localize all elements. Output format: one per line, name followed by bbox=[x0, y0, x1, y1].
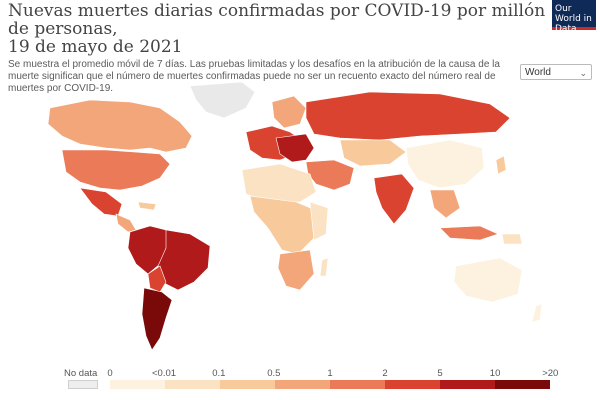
country-japan[interactable] bbox=[495, 155, 507, 175]
world-map[interactable] bbox=[10, 78, 580, 360]
legend-tick-label: 0.1 bbox=[212, 368, 226, 379]
legend-tick-label: >20 bbox=[542, 368, 559, 379]
legend-tick-label: <0.01 bbox=[152, 368, 177, 379]
country-madagascar[interactable] bbox=[319, 257, 329, 277]
region-southeast-asia[interactable] bbox=[429, 189, 461, 219]
region-east-africa[interactable] bbox=[309, 201, 329, 241]
region-indonesia[interactable] bbox=[439, 225, 499, 241]
country-papua-new-guinea[interactable] bbox=[501, 233, 523, 245]
country-canada[interactable] bbox=[47, 99, 193, 153]
region-southern-africa[interactable] bbox=[277, 249, 315, 291]
region-central-america[interactable] bbox=[115, 213, 137, 233]
region-north-africa[interactable] bbox=[241, 163, 317, 203]
country-new-zealand[interactable] bbox=[531, 303, 543, 323]
legend-nodata-swatch bbox=[68, 380, 98, 389]
country-russia[interactable] bbox=[305, 91, 511, 141]
legend-swatch bbox=[385, 380, 440, 389]
legend-tick-label: 2 bbox=[382, 368, 388, 379]
legend-tick-label: 0.5 bbox=[267, 368, 281, 379]
country-india[interactable] bbox=[373, 173, 415, 225]
owid-logo[interactable]: Our World in Data bbox=[552, 0, 596, 34]
legend-swatch bbox=[330, 380, 385, 389]
region-central-asia[interactable] bbox=[339, 139, 407, 167]
country-china[interactable] bbox=[405, 139, 485, 189]
chart-title-text: Nuevas muertes diarias confirmadas por C… bbox=[8, 1, 546, 39]
region-selector-value: World bbox=[525, 67, 551, 78]
region-southern-cone[interactable] bbox=[141, 287, 173, 351]
legend-swatch bbox=[275, 380, 330, 389]
legend-tick-label: 0 bbox=[107, 368, 113, 379]
region-central-africa[interactable] bbox=[249, 195, 321, 255]
region-selector[interactable]: World ⌄ bbox=[520, 64, 592, 80]
region-scandinavia[interactable] bbox=[271, 95, 307, 129]
region-central-europe[interactable] bbox=[275, 133, 315, 163]
country-australia[interactable] bbox=[453, 257, 523, 303]
world-map-svg[interactable] bbox=[10, 78, 580, 360]
chart-date: 19 de mayo de 2021 bbox=[8, 37, 183, 57]
legend-swatch bbox=[220, 380, 275, 389]
color-legend: No data 0 <0.01 0.1 0.5 1 2 5 10 >20 bbox=[60, 368, 560, 396]
country-brazil[interactable] bbox=[157, 229, 211, 291]
region-bolivia-paraguay[interactable] bbox=[147, 265, 167, 293]
legend-tick-label: 10 bbox=[489, 368, 501, 379]
region-caribbean[interactable] bbox=[137, 201, 157, 211]
country-usa[interactable] bbox=[61, 149, 171, 191]
legend-tick-label: 1 bbox=[327, 368, 333, 379]
legend-swatch bbox=[440, 380, 495, 389]
country-mexico[interactable] bbox=[79, 187, 123, 217]
legend-swatch bbox=[165, 380, 220, 389]
legend-tick-label: 5 bbox=[437, 368, 443, 379]
legend-swatch bbox=[110, 380, 165, 389]
chevron-down-icon: ⌄ bbox=[579, 68, 587, 78]
chart-title: Nuevas muertes diarias confirmadas por C… bbox=[8, 2, 548, 56]
country-greenland[interactable] bbox=[189, 81, 256, 119]
chart-header: Nuevas muertes diarias confirmadas por C… bbox=[8, 0, 548, 95]
chart-subtitle: Se muestra el promedio móvil de 7 días. … bbox=[8, 59, 500, 94]
legend-nodata-label: No data bbox=[64, 368, 98, 379]
legend-swatch bbox=[495, 380, 550, 389]
